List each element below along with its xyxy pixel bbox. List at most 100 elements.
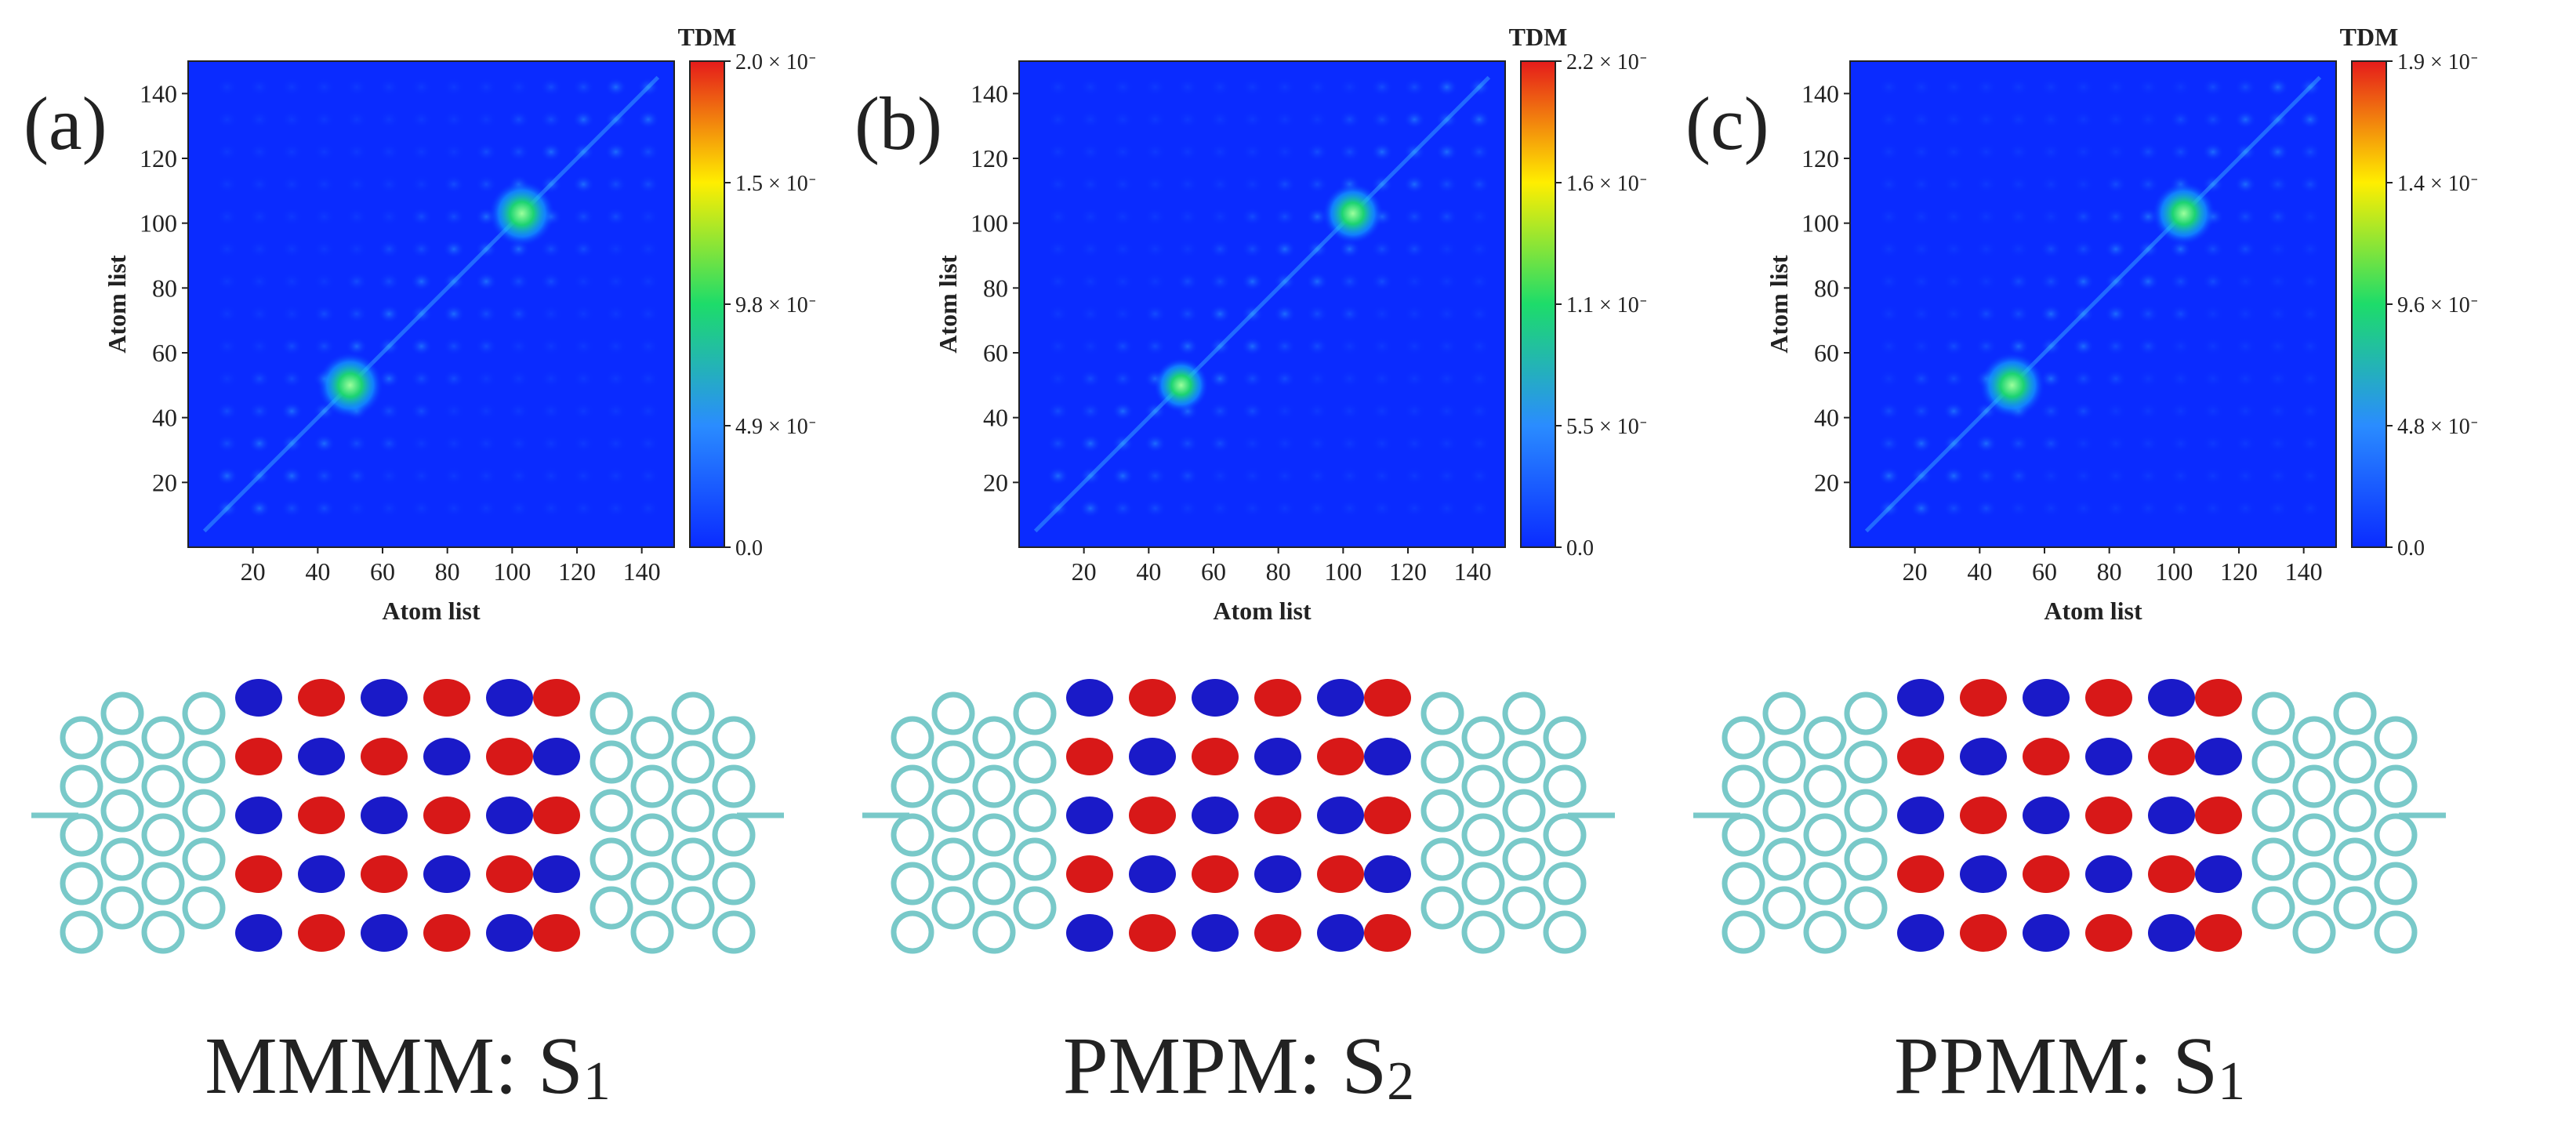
- x-tick-label: 40: [305, 557, 330, 586]
- heatmap-cell: [2137, 434, 2160, 453]
- heatmap-cell: [1878, 142, 1900, 162]
- heatmap-cell: [1370, 434, 1393, 453]
- heatmap-cell: [637, 78, 659, 97]
- heatmap-cell: [1878, 175, 1900, 194]
- heatmap-cell: [2201, 175, 2224, 194]
- heatmap-cell: [410, 110, 433, 129]
- heatmap-cell: [604, 369, 627, 389]
- heatmap-cell: [2040, 336, 2063, 356]
- y-axis-label: Atom list: [934, 255, 962, 354]
- heatmap-cell: [2266, 466, 2289, 486]
- heatmap-cell: [378, 401, 401, 421]
- orbital-lobe: [2085, 914, 2132, 952]
- heatmap-cell: [1273, 110, 1296, 129]
- orbital-lobe: [2085, 855, 2132, 893]
- heatmap-cell: [2137, 239, 2160, 259]
- atom-ring: [1013, 789, 1057, 833]
- heatmap-cells: [202, 75, 660, 533]
- orbital-lobe: [2023, 914, 2070, 952]
- x-tick-label: 140: [623, 557, 661, 586]
- heatmap-cell: [2007, 110, 2030, 129]
- heatmap-cell: [2072, 175, 2095, 194]
- heatmap-cell: [1047, 434, 1069, 453]
- heatmap-cell: [1403, 78, 1426, 97]
- heatmap-cell: [2266, 401, 2289, 421]
- heatmap-cell: [1878, 401, 1900, 421]
- heatmap-cell: [1468, 369, 1490, 389]
- orbital-lobe: [298, 797, 345, 834]
- heatmap-cell: [2234, 272, 2257, 292]
- molecule-orbital-illustration: [862, 679, 1615, 954]
- heatmap-cell: [1403, 434, 1426, 453]
- heatmap-cell: [637, 239, 659, 259]
- heatmap-cell: [1435, 401, 1458, 421]
- atom-ring: [2251, 789, 2295, 833]
- heatmap-cell: [313, 110, 336, 129]
- x-axis-label: Atom list: [382, 597, 481, 625]
- heatmap-cell: [1878, 207, 1900, 227]
- heatmap-cell: [539, 175, 562, 194]
- heatmap-cell: [1079, 369, 1101, 389]
- heatmap-cell: [216, 499, 238, 518]
- heatmap-cell: [2040, 369, 2063, 389]
- atom-ring: [2292, 813, 2336, 857]
- atom-ring: [931, 691, 975, 735]
- heatmap-cell: [2298, 142, 2321, 162]
- x-tick-label: 100: [1324, 557, 1362, 586]
- heatmap-cell: [1273, 434, 1296, 453]
- heatmap-cell: [281, 401, 303, 421]
- heatmap-cell: [2234, 110, 2257, 129]
- atom-ring: [141, 910, 185, 954]
- x-tick-label: 100: [2155, 557, 2193, 586]
- heatmap-cell: [1079, 175, 1101, 194]
- heatmap-cell: [572, 369, 595, 389]
- heatmap-cell: [410, 401, 433, 421]
- heatmap-cell: [345, 142, 368, 162]
- heatmap-cell: [507, 110, 530, 129]
- orbital-lobe: [1129, 914, 1176, 952]
- heatmap-cell: [475, 304, 498, 324]
- atom-ring: [931, 837, 975, 881]
- atom-ring: [931, 886, 975, 930]
- heatmap-cell: [1176, 78, 1199, 97]
- atom-ring: [60, 813, 103, 857]
- heatmap-cell: [2137, 78, 2160, 97]
- heatmap-cell: [2169, 110, 2192, 129]
- x-tick-label: 60: [370, 557, 395, 586]
- heatmap-cell: [2007, 142, 2030, 162]
- heatmap-cell: [2266, 304, 2289, 324]
- heatmap-diagonal: [1864, 75, 2322, 533]
- heatmap-cell: [604, 239, 627, 259]
- heatmap-cell: [2266, 434, 2289, 453]
- heatmap-cell: [216, 466, 238, 486]
- heatmap-cell: [1112, 110, 1134, 129]
- heatmap-cell: [2007, 239, 2030, 259]
- heatmap-cells: [1864, 75, 2322, 533]
- heatmap-cell: [313, 239, 336, 259]
- heatmap-cell: [539, 78, 562, 97]
- heatmap-cell: [2137, 175, 2160, 194]
- heatmap-cell: [604, 142, 627, 162]
- heatmap-cell: [1943, 304, 1965, 324]
- heatmap-cell: [1435, 499, 1458, 518]
- heatmap-cell: [1209, 466, 1232, 486]
- heatmap-cell: [442, 175, 465, 194]
- heatmap-cell: [410, 272, 433, 292]
- colorbar-title: TDM: [1509, 23, 1568, 51]
- colorbar: [2351, 60, 2387, 548]
- orbital-lobe: [2195, 914, 2242, 952]
- orbital-lobe: [1960, 738, 2007, 775]
- atom-ring: [1502, 837, 1546, 881]
- heatmap-cell: [1241, 272, 1264, 292]
- heatmap-cell: [1144, 336, 1166, 356]
- heatmap-cell: [2298, 304, 2321, 324]
- heatmap-cell: [1435, 142, 1458, 162]
- heatmap-cell: [475, 239, 498, 259]
- heatmap-cell: [1338, 304, 1361, 324]
- heatmap-cell: [637, 110, 659, 129]
- orbital-lobe: [1897, 738, 1944, 775]
- x-tick-label: 140: [1454, 557, 1492, 586]
- heatmap-cell: [1176, 142, 1199, 162]
- heatmap-cell: [1975, 499, 1997, 518]
- heatmap-cell: [1306, 369, 1329, 389]
